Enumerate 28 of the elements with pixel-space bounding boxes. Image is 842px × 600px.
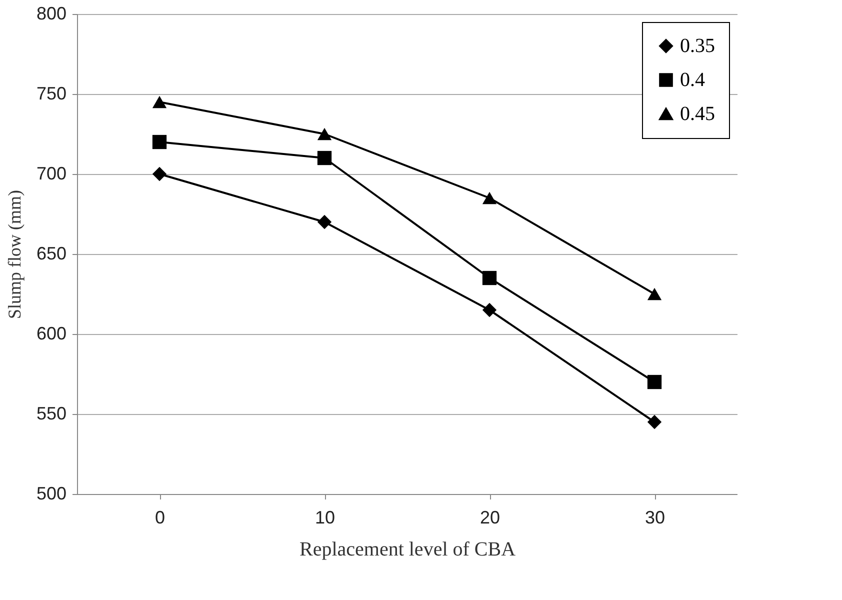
point: [152, 134, 167, 150]
point: [482, 192, 497, 204]
x-axis-title: Replacement level of CBA: [299, 538, 516, 560]
legend-label: 0.4: [680, 69, 705, 91]
point: [482, 270, 497, 286]
y-tick-label: 600: [36, 324, 66, 344]
point: [482, 302, 497, 318]
point: [317, 150, 332, 166]
y-tick-label: 500: [36, 484, 66, 504]
point: [647, 374, 662, 390]
y-tick-label: 700: [36, 164, 66, 184]
point: [317, 128, 332, 140]
point: [647, 414, 662, 430]
y-tick-label: 750: [36, 84, 66, 104]
x-tick-label: 20: [480, 508, 500, 528]
point: [152, 96, 167, 108]
y-axis-title: Slump flow (mm): [4, 190, 24, 319]
x-tick-label: 10: [314, 508, 336, 528]
x-tick-label: 0: [154, 508, 166, 528]
point: [152, 166, 167, 182]
y-tick-label: 650: [36, 244, 66, 264]
y-tick-label: 550: [36, 404, 66, 424]
legend-label: 0.45: [680, 103, 715, 125]
point: [317, 214, 332, 230]
x-tick-label: 30: [644, 508, 666, 528]
legend-label: 0.35: [680, 35, 715, 57]
y-tick-label: 800: [36, 4, 66, 24]
point: [647, 288, 662, 300]
